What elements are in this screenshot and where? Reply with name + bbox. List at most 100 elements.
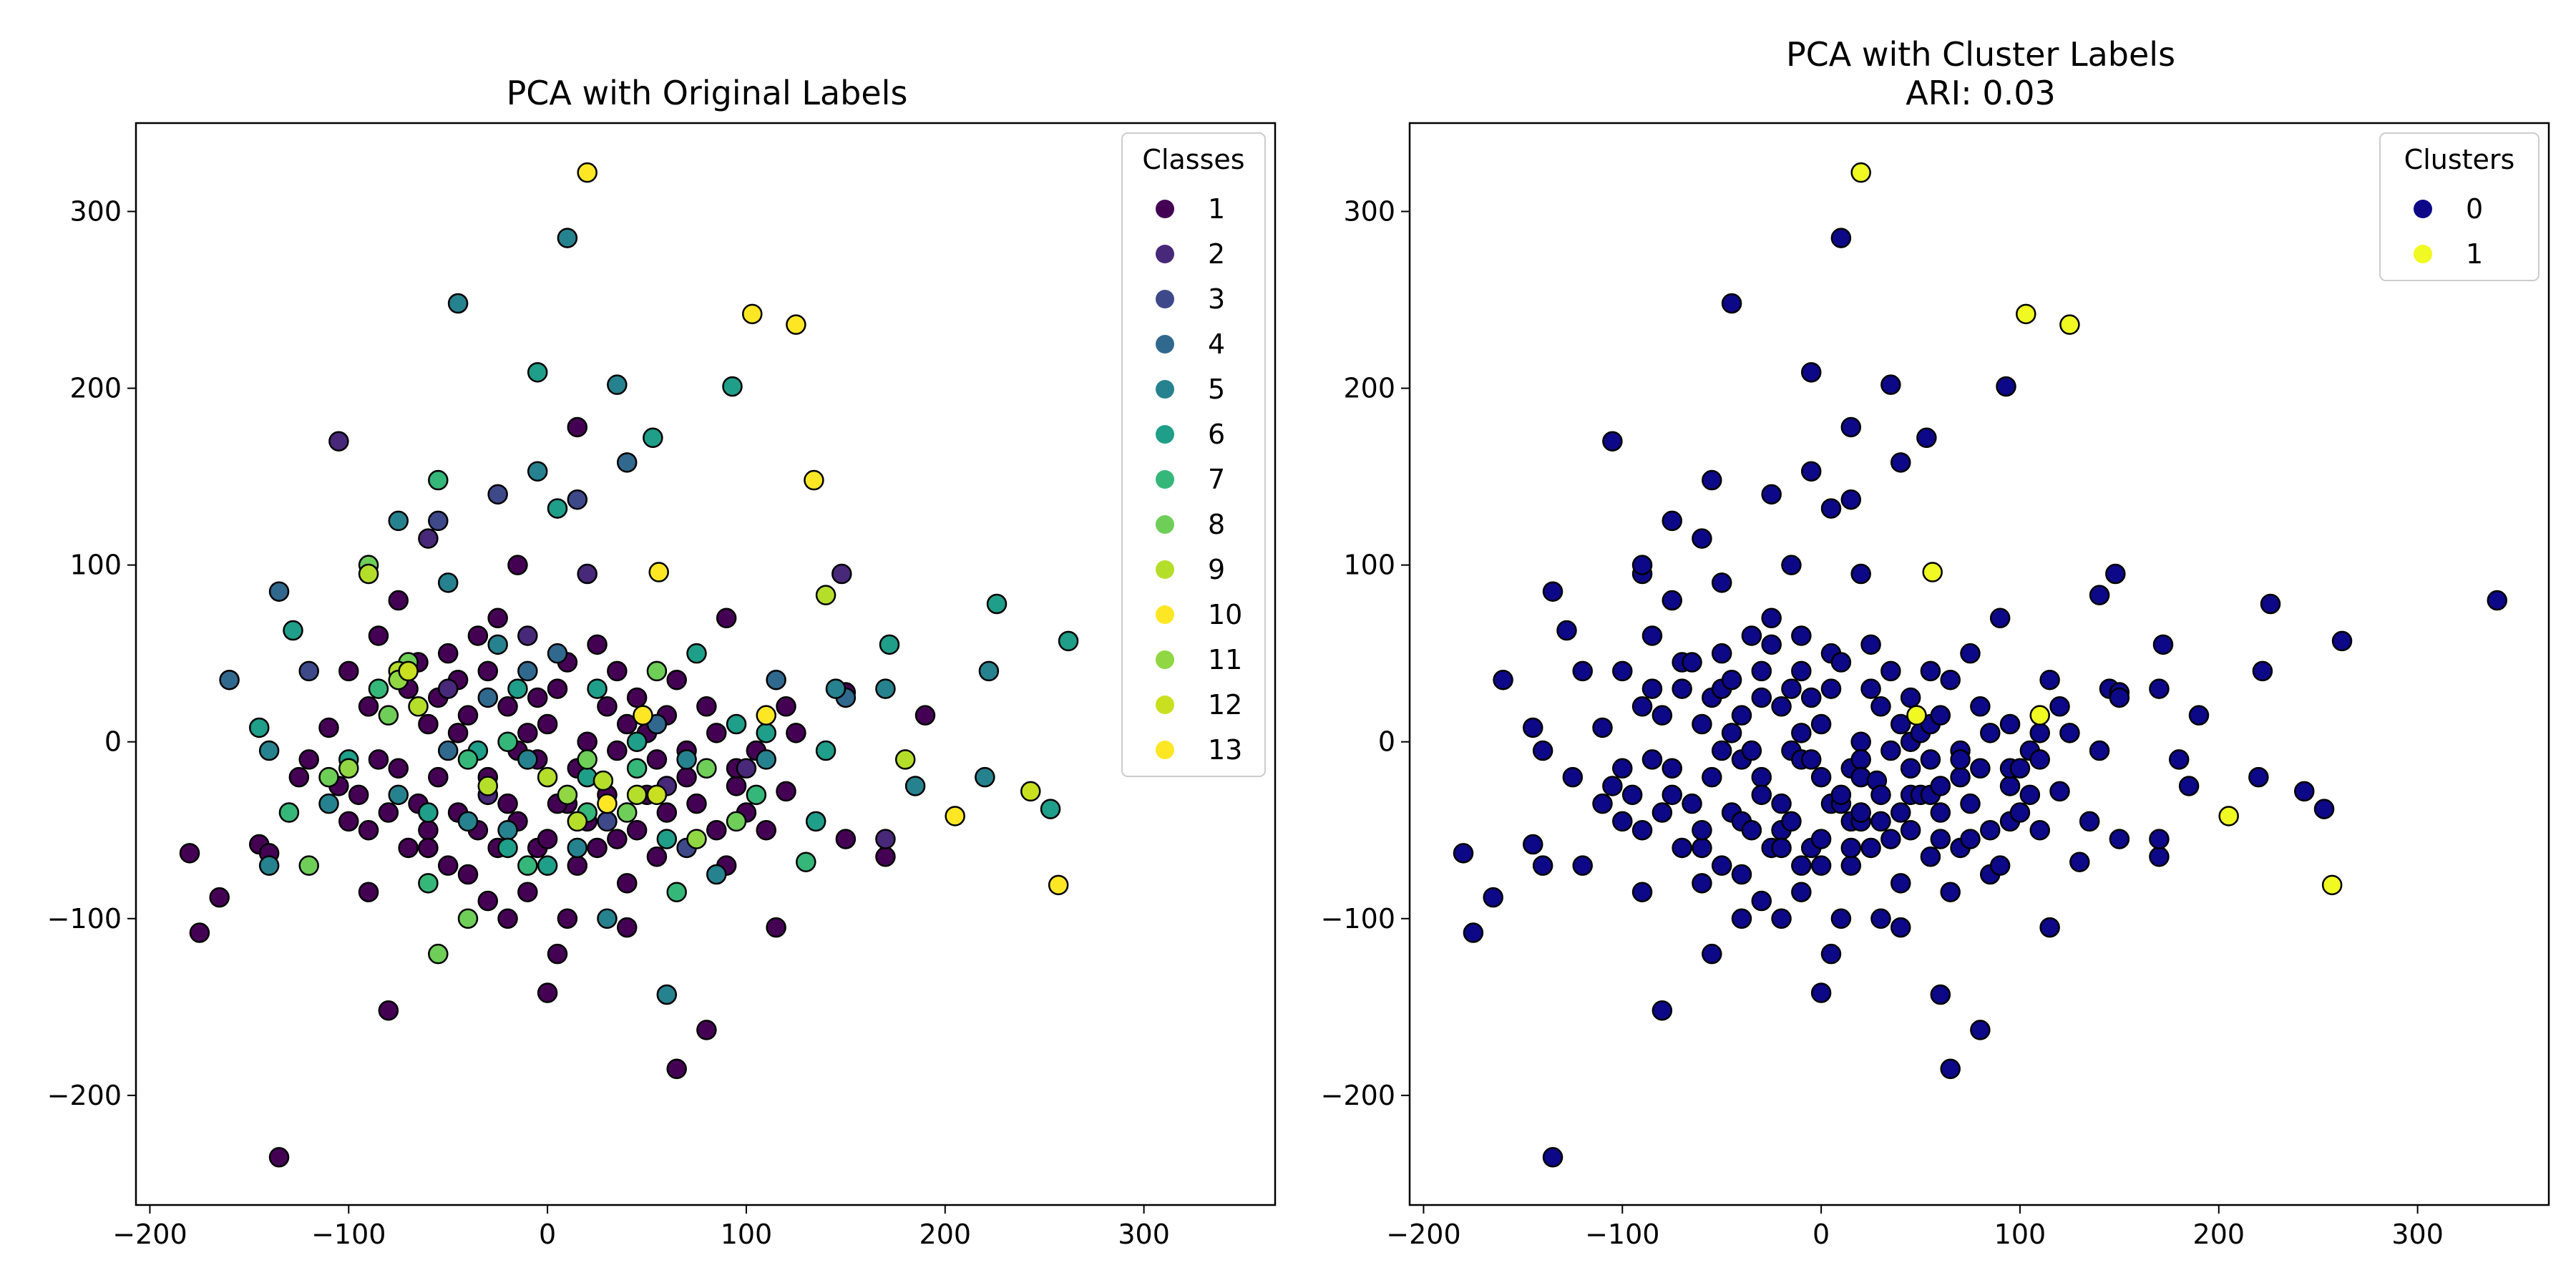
- data-point: [1940, 1058, 1961, 1080]
- data-point: [398, 837, 419, 859]
- data-point: [577, 749, 597, 770]
- data-point: [1916, 427, 1937, 449]
- legend-marker: [1156, 245, 1174, 263]
- data-point: [557, 908, 578, 930]
- legend-label: 0: [2466, 193, 2483, 225]
- data-point: [1692, 873, 1712, 894]
- data-point: [477, 776, 499, 796]
- data-point: [666, 1058, 687, 1080]
- data-point: [318, 793, 339, 814]
- data-point: [2089, 585, 2110, 605]
- data-point: [278, 802, 300, 823]
- data-point: [2149, 678, 2170, 699]
- x-tick-label: −100: [1585, 1219, 1659, 1250]
- data-point: [706, 723, 727, 743]
- y-tick-label: 200: [1343, 373, 1395, 404]
- data-point: [1493, 669, 1513, 691]
- data-point: [2029, 705, 2050, 726]
- data-point: [2016, 303, 2036, 325]
- x-tick-label: 200: [2193, 1219, 2245, 1250]
- data-point: [1860, 634, 1881, 655]
- data-point: [1880, 660, 1901, 682]
- data-point: [2019, 784, 2041, 806]
- data-point: [1989, 608, 2011, 629]
- data-point: [1870, 784, 1891, 806]
- data-point: [1970, 1020, 1991, 1040]
- data-point: [298, 749, 319, 770]
- data-point: [418, 837, 439, 859]
- data-point: [209, 887, 230, 908]
- legend-marker: [2414, 245, 2432, 263]
- legend-marker: [1156, 696, 1174, 714]
- data-point: [1048, 874, 1069, 896]
- data-point: [1711, 643, 1732, 664]
- data-point: [2252, 660, 2273, 682]
- data-point: [517, 625, 538, 646]
- data-point: [1453, 843, 1474, 864]
- data-point: [2029, 723, 2050, 743]
- data-point: [617, 802, 638, 823]
- data-point: [2168, 749, 2190, 770]
- data-point: [2321, 874, 2343, 896]
- data-point: [517, 723, 538, 743]
- legend-marker: [1156, 200, 1174, 218]
- data-point: [1800, 461, 1822, 482]
- legend-label: 1: [2466, 238, 2483, 270]
- data-point: [1692, 819, 1712, 841]
- data-point: [428, 766, 449, 788]
- data-point: [537, 982, 558, 1003]
- data-point: [587, 837, 608, 859]
- data-point: [517, 882, 538, 902]
- data-point: [592, 770, 614, 791]
- data-point: [358, 882, 379, 902]
- data-point: [1652, 705, 1673, 726]
- x-tick-label: 100: [1994, 1219, 2046, 1250]
- legend-label: 1: [1208, 193, 1225, 225]
- data-point: [338, 660, 359, 682]
- data-point: [437, 740, 459, 761]
- data-point: [1532, 740, 1553, 761]
- data-point: [1692, 713, 1712, 735]
- data-point: [547, 643, 568, 664]
- data-point: [706, 864, 727, 885]
- legend-marker: [1156, 560, 1174, 579]
- data-point: [1592, 793, 1613, 814]
- data-point: [1751, 784, 1772, 806]
- data-point: [1810, 829, 1832, 849]
- data-point: [497, 837, 518, 859]
- data-point: [517, 749, 538, 770]
- data-point: [646, 749, 668, 770]
- data-point: [736, 758, 757, 779]
- y-tick-label: 300: [69, 196, 122, 228]
- data-point: [597, 793, 618, 814]
- data-point: [318, 766, 339, 788]
- y-tick-label: −100: [1321, 903, 1395, 935]
- data-point: [1781, 811, 1802, 832]
- data-point: [2009, 758, 2031, 779]
- data-point: [457, 749, 479, 770]
- data-point: [786, 723, 806, 743]
- data-point: [1800, 362, 1822, 383]
- data-point: [1850, 162, 1871, 183]
- data-point: [1542, 1147, 1563, 1168]
- data-point: [676, 749, 697, 770]
- data-point: [1612, 811, 1633, 832]
- data-point: [607, 374, 628, 395]
- data-point: [706, 819, 727, 841]
- axes-frame: [1408, 122, 2550, 1206]
- data-point: [507, 555, 528, 575]
- data-point: [1820, 943, 1842, 965]
- data-point: [378, 1000, 399, 1021]
- x-tick-label: 300: [1118, 1219, 1170, 1250]
- data-point: [547, 498, 568, 519]
- data-point: [477, 660, 499, 682]
- x-tick-label: 0: [539, 1219, 556, 1250]
- data-point: [776, 781, 796, 802]
- y-tick-label: −100: [47, 903, 122, 935]
- data-point: [726, 811, 747, 832]
- data-point: [2029, 749, 2050, 770]
- legend-marker: [1156, 741, 1174, 759]
- data-point: [358, 696, 379, 717]
- data-point: [437, 572, 459, 593]
- data-point: [1741, 625, 1762, 646]
